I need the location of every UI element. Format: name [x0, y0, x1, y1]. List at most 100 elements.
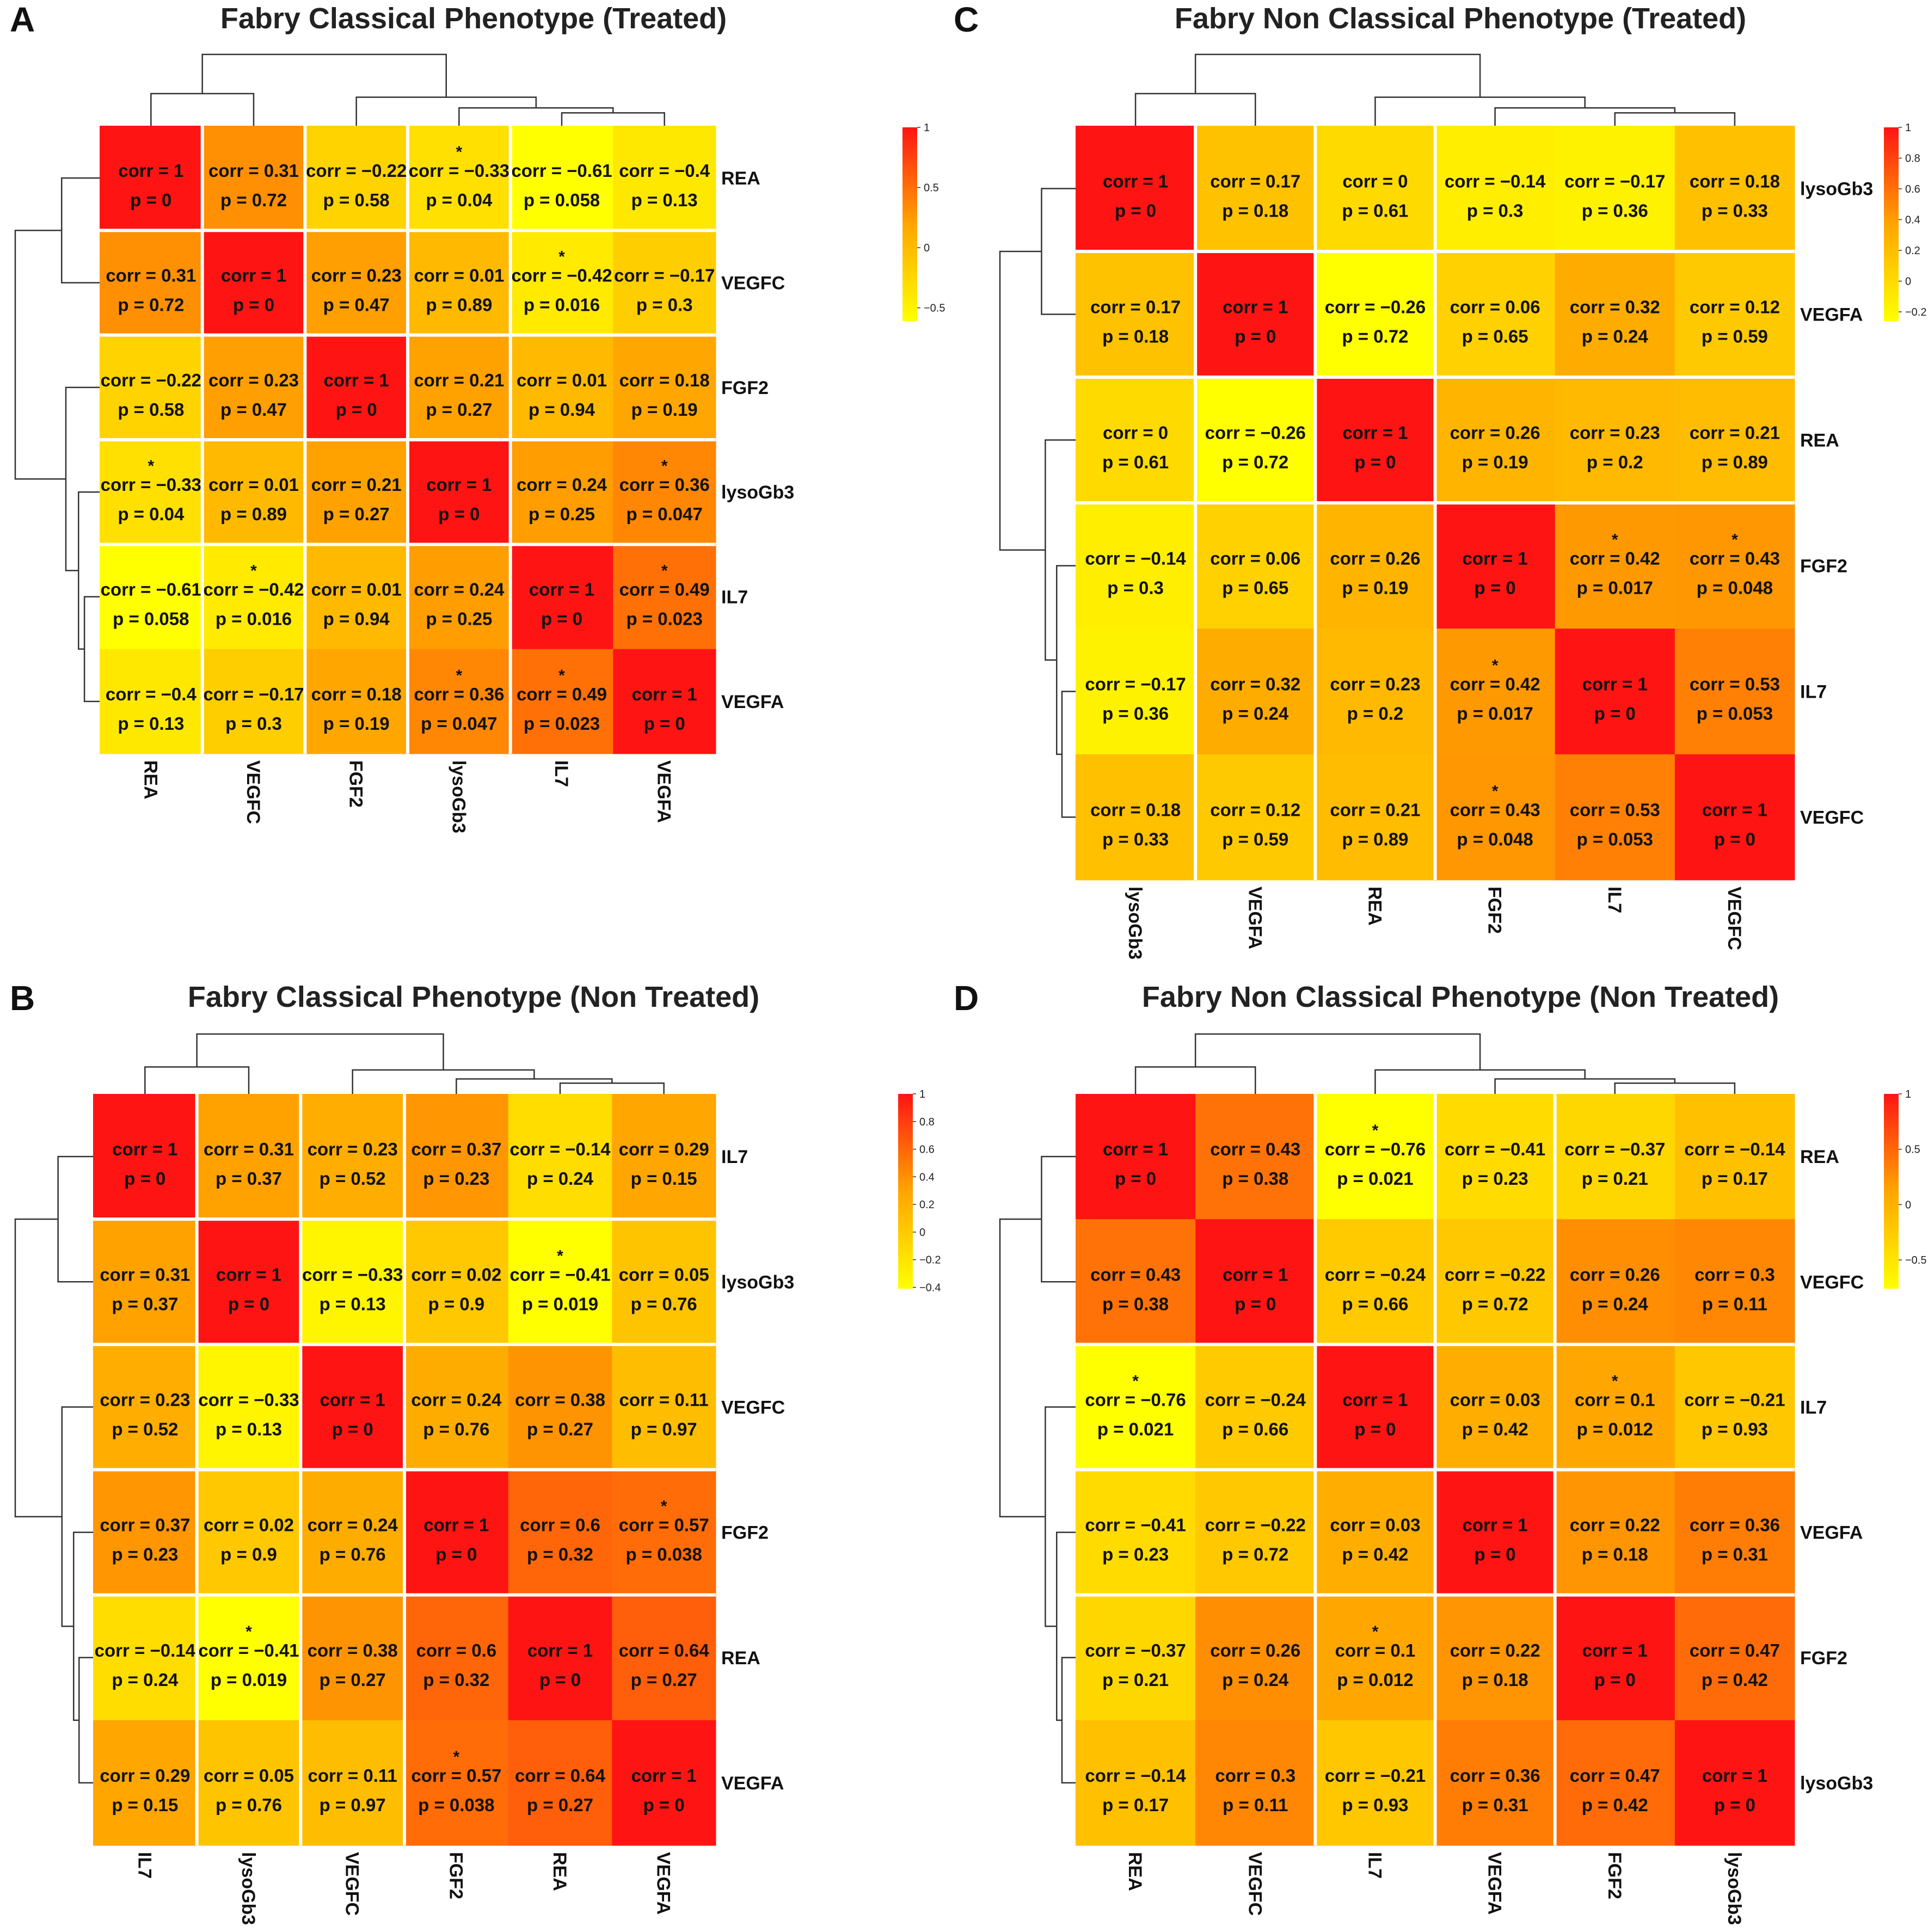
row-label: VEGFC	[1800, 808, 1864, 828]
cell-p-label: p = 0.27	[320, 1670, 386, 1690]
cell-corr-label: corr = 1	[423, 1515, 489, 1535]
heatmap-cell	[1674, 1595, 1795, 1721]
cell-p-label: p = 0	[130, 190, 171, 210]
significance-star: *	[557, 1247, 563, 1265]
cell-p-label: p = 0.76	[320, 1545, 386, 1565]
heatmap-cell	[305, 230, 408, 336]
legend-tick-label: 0.5	[1905, 1144, 1920, 1156]
cell-p-label: p = 0	[1594, 704, 1636, 724]
cell-p-label: p = 0.94	[529, 399, 595, 420]
cell-corr-label: corr = 0.31	[208, 161, 299, 181]
heatmap-cell	[408, 230, 511, 336]
heatmap-cell	[1435, 1469, 1556, 1596]
cell-corr-label: corr = 0.02	[204, 1515, 294, 1535]
cell-corr-label: corr = 1	[1223, 297, 1288, 317]
cell-p-label: p = 0.58	[323, 190, 390, 210]
heatmap-cell	[300, 1469, 405, 1596]
cell-corr-label: corr = 0.24	[414, 580, 505, 600]
heatmap-cell	[612, 1344, 716, 1470]
cell-corr-label: corr = 0.24	[308, 1515, 398, 1535]
panel-letter: B	[10, 979, 35, 1018]
col-label: IL7	[134, 1852, 155, 1879]
legend-tick-label: 0	[924, 242, 930, 254]
heatmap-cell	[1435, 1344, 1556, 1470]
heatmap-cell	[93, 1469, 198, 1596]
panel-title: Fabry Non Classical Phenotype (Treated)	[1175, 2, 1746, 35]
cell-corr-label: corr = 0.11	[308, 1765, 397, 1786]
cell-corr-label: corr = 0.06	[1210, 549, 1300, 569]
cell-corr-label: corr = −0.76	[1325, 1139, 1426, 1159]
cell-corr-label: corr = −0.14	[1684, 1139, 1785, 1159]
column-dendrogram	[1134, 53, 1736, 126]
heatmap-cell	[1076, 1720, 1196, 1846]
cell-p-label: p = 0.27	[527, 1795, 593, 1815]
cell-p-label: p = 0.048	[1697, 578, 1773, 598]
cell-p-label: p = 0.17	[1102, 1795, 1169, 1815]
heatmap-cell	[100, 230, 203, 336]
significance-star: *	[1612, 1372, 1618, 1390]
cell-corr-label: corr = −0.17	[1085, 674, 1186, 694]
cell-p-label: p = 0	[336, 399, 377, 420]
cell-corr-label: corr = 0.21	[1690, 423, 1780, 443]
cell-corr-label: corr = 0.37	[411, 1139, 501, 1159]
cell-corr-label: corr = 1	[1342, 423, 1408, 443]
cell-p-label: p = 0.97	[320, 1795, 386, 1815]
row-label: VEGFA	[721, 1773, 784, 1794]
legend-tick-label: −0.5	[924, 303, 945, 315]
col-label: VEGFA	[1244, 887, 1265, 949]
col-label: REA	[549, 1852, 570, 1891]
cell-corr-label: corr = −0.26	[1205, 423, 1306, 443]
cell-corr-label: corr = 0.05	[204, 1765, 294, 1786]
cell-p-label: p = 0.016	[216, 609, 292, 629]
heatmap-cell	[508, 1219, 612, 1345]
cell-corr-label: corr = 0.26	[1210, 1640, 1300, 1660]
heatmap-cell	[1315, 754, 1435, 881]
cell-p-label: p = 0.61	[1342, 201, 1408, 221]
cell-p-label: p = 0.66	[1342, 1294, 1408, 1314]
cell-corr-label: corr = 0.36	[1450, 1765, 1540, 1786]
cell-p-label: p = 0.32	[527, 1545, 593, 1565]
cell-p-label: p = 0	[1714, 1795, 1755, 1815]
legend-tick-label: 0	[1905, 1199, 1911, 1211]
cell-p-label: p = 0.38	[1222, 1168, 1288, 1189]
cell-p-label: p = 0.19	[1342, 578, 1408, 598]
cell-corr-label: corr = 0.18	[619, 370, 710, 390]
cell-p-label: p = 0.89	[1342, 829, 1408, 850]
heatmap-cell	[1555, 251, 1675, 378]
heatmap-cell	[1076, 1595, 1196, 1721]
cell-p-label: p = 0.58	[118, 399, 184, 420]
cell-corr-label: corr = 1	[1342, 1389, 1408, 1410]
cell-corr-label: corr = −0.33	[101, 475, 201, 495]
heatmap-cell	[1195, 1469, 1316, 1596]
heatmap-cell	[510, 440, 613, 545]
cell-p-label: p = 0.42	[1342, 1545, 1408, 1565]
cell-corr-label: corr = 0.21	[1330, 800, 1420, 820]
cell-p-label: p = 0.23	[1462, 1168, 1528, 1189]
heatmap-cell	[1435, 1595, 1556, 1721]
cell-corr-label: corr = −0.21	[1325, 1765, 1426, 1786]
cell-corr-label: corr = −0.24	[1205, 1389, 1306, 1410]
heatmap-cell	[612, 1469, 716, 1596]
heatmap-cell	[1315, 1595, 1435, 1721]
row-label: IL7	[721, 1147, 748, 1167]
heatmap-cell	[508, 1595, 612, 1721]
col-label: lysoGb3	[448, 760, 469, 833]
heatmap-cell	[1555, 754, 1675, 881]
significance-star: *	[558, 248, 565, 266]
significance-star: *	[1492, 657, 1499, 675]
cell-corr-label: corr = −0.14	[1085, 549, 1186, 569]
cell-p-label: p = 0.97	[631, 1419, 697, 1439]
cell-p-label: p = 0.017	[1577, 578, 1653, 598]
cell-p-label: p = 0.047	[421, 713, 497, 734]
cell-p-label: p = 0.3	[1107, 578, 1164, 598]
cell-p-label: p = 0.59	[1222, 829, 1288, 850]
cell-corr-label: corr = 1	[1702, 800, 1767, 820]
cell-corr-label: corr = 0.23	[311, 266, 402, 286]
heatmap-cell	[93, 1595, 198, 1721]
cell-p-label: p = 0	[1354, 452, 1396, 472]
heatmap-cell	[508, 1469, 612, 1596]
heatmap-cell	[1674, 754, 1795, 881]
cell-p-label: p = 0	[1354, 1419, 1396, 1439]
significance-star: *	[456, 143, 462, 161]
cell-corr-label: corr = 0.36	[619, 475, 710, 495]
